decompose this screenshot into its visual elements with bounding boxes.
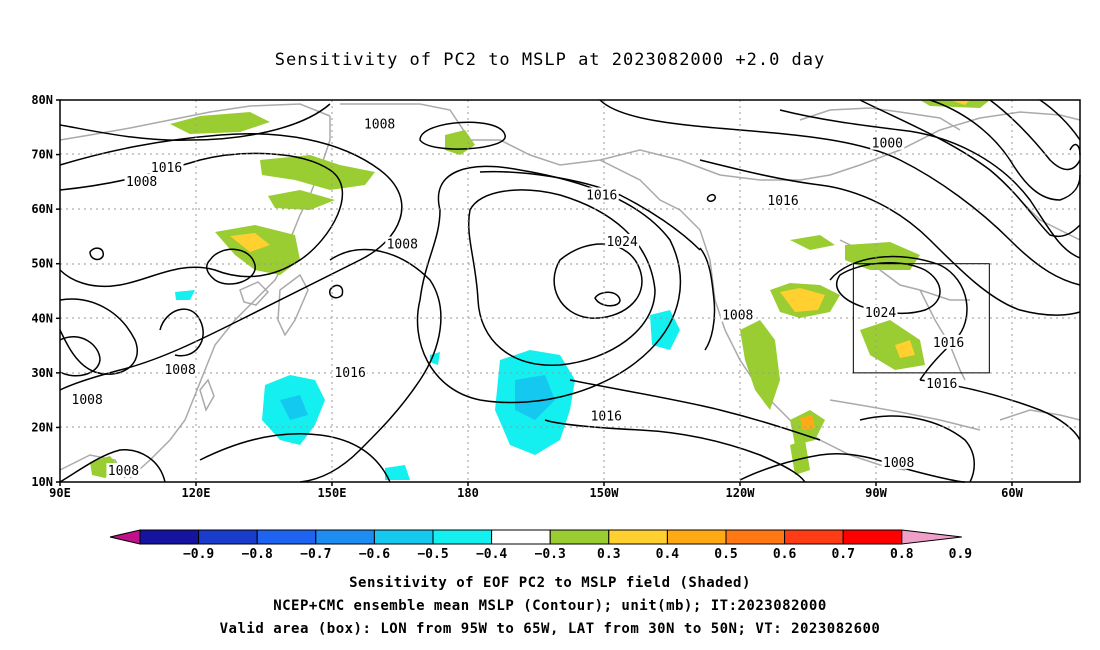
caption-valid-area: Valid area (box): LON from 95W to 65W, L… bbox=[219, 621, 881, 637]
contour-label-bg bbox=[589, 408, 624, 423]
lon-label: 60W bbox=[1001, 486, 1023, 500]
lon-label: 150E bbox=[318, 486, 347, 500]
colorbar-segment bbox=[549, 529, 610, 545]
colorbar-label: 0.9 bbox=[949, 547, 972, 562]
contour-label: 1016 bbox=[591, 410, 622, 425]
contour-label-bg bbox=[720, 307, 755, 322]
contour-label-bg bbox=[124, 173, 159, 188]
colorbar-label: 0.6 bbox=[773, 547, 797, 562]
lon-label: 90E bbox=[49, 486, 71, 500]
colorbar-segment bbox=[198, 529, 258, 545]
colorbar-segment bbox=[432, 529, 493, 545]
contour-label-bg bbox=[106, 463, 141, 478]
colorbar-segment bbox=[373, 529, 434, 545]
colorbar-segment bbox=[608, 529, 668, 545]
contour-label: 1016 bbox=[334, 366, 365, 381]
map-frame bbox=[59, 99, 1081, 483]
coastlines bbox=[59, 103, 1081, 479]
lon-label: 120E bbox=[182, 486, 211, 500]
lat-label: 40N bbox=[31, 311, 53, 325]
colorbar-segment bbox=[725, 529, 786, 545]
colorbar-segment bbox=[842, 529, 903, 545]
caption-contour: NCEP+CMC ensemble mean MSLP (Contour); u… bbox=[273, 598, 827, 614]
contour-label-bg bbox=[931, 334, 966, 349]
contour-label: 1008 bbox=[883, 456, 914, 471]
lat-label: 30N bbox=[31, 366, 53, 380]
contour-label: 1016 bbox=[586, 189, 617, 204]
colorbar-segment bbox=[256, 529, 317, 545]
contour-label: 1008 bbox=[72, 393, 103, 408]
colorbar-segment bbox=[666, 529, 727, 545]
contour-label: 1008 bbox=[387, 238, 418, 253]
lat-label: 60N bbox=[31, 202, 53, 216]
contour-label-bg bbox=[149, 160, 184, 175]
colorbar-label: −0.3 bbox=[535, 547, 566, 562]
lat-label: 20N bbox=[31, 420, 53, 434]
colorbar-segment bbox=[315, 529, 375, 545]
colorbar-label: 0.8 bbox=[890, 547, 914, 562]
negative-sensitivity-shading bbox=[175, 290, 680, 480]
contour-label-bg bbox=[881, 454, 916, 469]
colorbar-low-triangle bbox=[109, 529, 141, 545]
contour-label-bg bbox=[584, 187, 619, 202]
contour-label-bg bbox=[870, 135, 905, 150]
colorbar-segment bbox=[491, 529, 551, 545]
colorbar-segment bbox=[784, 529, 844, 545]
colorbar-label: −0.4 bbox=[476, 547, 507, 562]
colorbar-label: 0.7 bbox=[831, 547, 854, 562]
contour-label: 1008 bbox=[164, 363, 195, 378]
contour-label: 1000 bbox=[872, 137, 903, 152]
contour-label-bg bbox=[362, 116, 397, 131]
positive-sensitivity-shading bbox=[90, 100, 990, 478]
colorbar-label: −0.5 bbox=[417, 547, 448, 562]
contour-label-bg bbox=[863, 304, 898, 319]
contour-label: 1024 bbox=[606, 235, 637, 250]
contour-label: 1008 bbox=[722, 309, 753, 324]
lon-label: 120W bbox=[726, 486, 756, 500]
contour-label-bg bbox=[766, 192, 801, 207]
contour-label-bg bbox=[163, 362, 198, 377]
valid-area-box bbox=[852, 263, 990, 374]
map-title: Sensitivity of PC2 to MSLP at 2023082000… bbox=[274, 50, 826, 70]
colorbar-segment bbox=[139, 529, 200, 545]
lat-label: 80N bbox=[31, 93, 53, 107]
colorbar-label: −0.9 bbox=[183, 547, 214, 562]
colorbar: −0.9 −0.8 −0.7 −0.6 −0.5 −0.4 −0.3 0.3 0.4 0.5 0.6… bbox=[109, 529, 972, 562]
colorbar-label: 0.3 bbox=[597, 547, 620, 562]
lat-label: 70N bbox=[31, 148, 53, 162]
colorbar-label: −0.6 bbox=[359, 547, 390, 562]
contour-label-bg bbox=[605, 233, 640, 248]
contour-label: 1008 bbox=[108, 464, 139, 479]
contour-label-bg bbox=[385, 236, 420, 251]
contour-label-bg bbox=[333, 364, 368, 379]
contour-label: 1016 bbox=[933, 336, 964, 351]
contour-label: 1008 bbox=[126, 175, 157, 190]
colorbar-label: 0.4 bbox=[656, 547, 680, 562]
contour-label: 1024 bbox=[865, 306, 896, 321]
lon-label: 180 bbox=[457, 486, 479, 500]
contour-label-bg bbox=[924, 375, 959, 390]
contour-label: 1016 bbox=[767, 194, 798, 209]
mslp-contours bbox=[59, 99, 1081, 483]
caption-shading: Sensitivity of EOF PC2 to MSLP field (Sh… bbox=[349, 575, 751, 591]
colorbar-label: 0.5 bbox=[714, 547, 737, 562]
lat-label: 50N bbox=[31, 257, 53, 271]
graticule bbox=[60, 100, 1080, 482]
contour-label: 1016 bbox=[151, 161, 182, 176]
lat-label: 10N bbox=[31, 475, 53, 489]
contour-label: 1016 bbox=[926, 377, 957, 392]
colorbar-high-triangle bbox=[901, 529, 962, 545]
lon-label: 90W bbox=[865, 486, 887, 500]
colorbar-label: −0.8 bbox=[242, 547, 273, 562]
contour-label: 1008 bbox=[364, 118, 395, 133]
colorbar-label: −0.7 bbox=[300, 547, 331, 562]
lon-label: 150W bbox=[590, 486, 620, 500]
contour-label-bg bbox=[70, 392, 105, 407]
